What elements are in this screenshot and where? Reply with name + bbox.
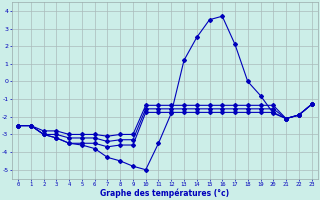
X-axis label: Graphe des températures (°c): Graphe des températures (°c) <box>100 188 229 198</box>
